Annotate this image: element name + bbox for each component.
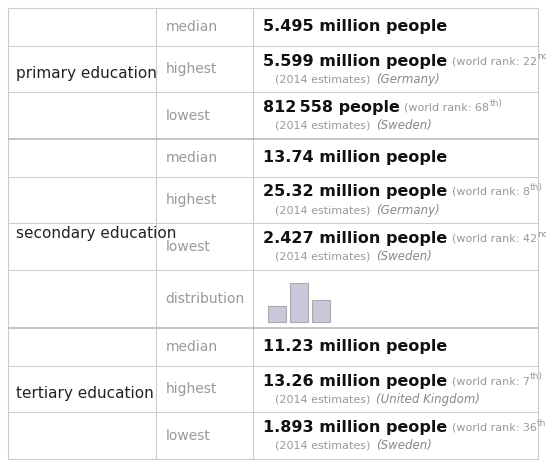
Text: (2014 estimates): (2014 estimates) bbox=[275, 394, 370, 404]
Text: median: median bbox=[165, 20, 218, 34]
Text: 5.599 million people: 5.599 million people bbox=[263, 54, 447, 69]
Text: th): th) bbox=[530, 183, 543, 192]
Text: (2014 estimates): (2014 estimates) bbox=[275, 74, 370, 84]
Text: th): th) bbox=[537, 419, 546, 428]
Text: distribution: distribution bbox=[165, 292, 245, 306]
Text: (2014 estimates): (2014 estimates) bbox=[275, 205, 370, 215]
Bar bbox=[268, 305, 286, 322]
Text: th): th) bbox=[530, 373, 543, 382]
Text: (world rank: 8: (world rank: 8 bbox=[452, 187, 530, 197]
Text: tertiary education: tertiary education bbox=[16, 386, 154, 401]
Text: (world rank: 68: (world rank: 68 bbox=[405, 103, 490, 113]
Text: 25.32 million people: 25.32 million people bbox=[263, 184, 447, 199]
Text: highest: highest bbox=[165, 193, 217, 207]
Text: (Sweden): (Sweden) bbox=[376, 120, 432, 132]
Text: (Germany): (Germany) bbox=[376, 204, 440, 217]
Text: (Sweden): (Sweden) bbox=[376, 250, 432, 263]
Text: highest: highest bbox=[165, 62, 217, 76]
Text: (world rank: 22: (world rank: 22 bbox=[452, 56, 537, 66]
Text: median: median bbox=[165, 340, 218, 354]
Text: median: median bbox=[165, 151, 218, 165]
Text: 5.495 million people: 5.495 million people bbox=[263, 19, 447, 35]
Bar bbox=[289, 283, 307, 322]
Text: (Germany): (Germany) bbox=[376, 73, 440, 86]
Bar bbox=[312, 300, 330, 322]
Text: primary education: primary education bbox=[16, 66, 157, 81]
Text: (2014 estimates): (2014 estimates) bbox=[275, 121, 370, 131]
Text: 812 558 people: 812 558 people bbox=[263, 100, 400, 115]
Text: (United Kingdom): (United Kingdom) bbox=[376, 393, 480, 406]
Text: th): th) bbox=[490, 99, 502, 108]
Text: (world rank: 42: (world rank: 42 bbox=[452, 234, 537, 244]
Text: lowest: lowest bbox=[165, 429, 210, 443]
Text: lowest: lowest bbox=[165, 240, 210, 254]
Text: nd): nd) bbox=[537, 230, 546, 239]
Text: (world rank: 7: (world rank: 7 bbox=[452, 376, 530, 386]
Text: 13.74 million people: 13.74 million people bbox=[263, 150, 447, 165]
Text: nd): nd) bbox=[537, 52, 546, 61]
Text: 13.26 million people: 13.26 million people bbox=[263, 374, 447, 389]
Text: lowest: lowest bbox=[165, 109, 210, 123]
Text: 1.893 million people: 1.893 million people bbox=[263, 420, 447, 435]
Text: 2.427 million people: 2.427 million people bbox=[263, 231, 447, 246]
Text: (Sweden): (Sweden) bbox=[376, 439, 432, 453]
Text: (world rank: 36: (world rank: 36 bbox=[452, 423, 537, 433]
Text: 11.23 million people: 11.23 million people bbox=[263, 340, 447, 354]
Text: secondary education: secondary education bbox=[16, 226, 176, 241]
Text: (2014 estimates): (2014 estimates) bbox=[275, 441, 370, 451]
Text: highest: highest bbox=[165, 382, 217, 396]
Text: (2014 estimates): (2014 estimates) bbox=[275, 252, 370, 262]
